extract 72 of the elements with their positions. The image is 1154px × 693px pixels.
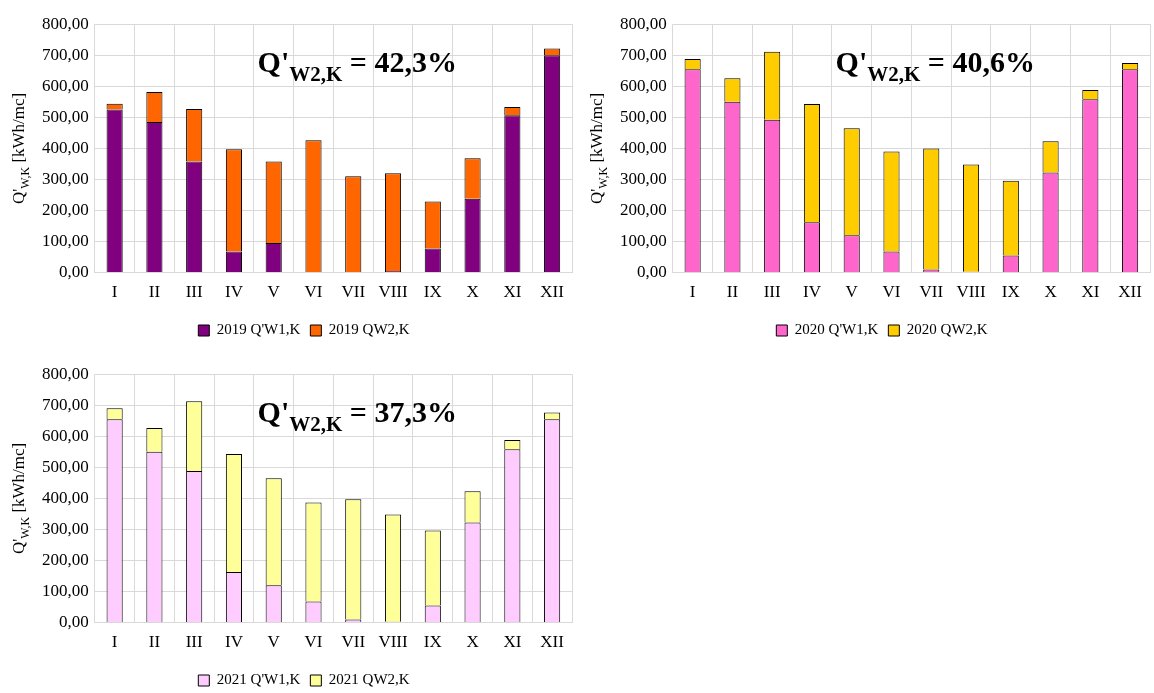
y-tick-label: 400,00 (620, 137, 667, 157)
y-tick-label: 800,00 (42, 13, 89, 33)
x-tick-label: V (267, 282, 281, 302)
y-axis-title: Q'W,K [kWh/mc] (9, 442, 33, 555)
x-tick-label: VIII (378, 632, 408, 652)
y-tick-label: 800,00 (42, 363, 89, 383)
y-tick-label: 0,00 (637, 262, 667, 282)
y-tick-label: 300,00 (620, 168, 667, 188)
x-tick-label: XII (1118, 282, 1143, 302)
x-tick-label: IV (224, 632, 244, 652)
x-tick-label: IV (224, 282, 244, 302)
x-tick-label: XI (503, 282, 522, 302)
y-tick-label: 100,00 (42, 231, 89, 251)
x-tick-label: X (466, 632, 479, 652)
x-tick-label: III (185, 632, 204, 652)
x-tick-label: V (845, 282, 859, 302)
y-tick-label: 500,00 (620, 106, 667, 126)
x-tick-label: VIII (956, 282, 986, 302)
x-tick-label: X (466, 282, 479, 302)
y-tick-label: 700,00 (42, 44, 89, 64)
legend-label: 2019 Q'W1,K (216, 321, 301, 338)
y-tick-label: 100,00 (620, 231, 667, 251)
x-tick-label: VI (882, 282, 901, 302)
legend-label: 2021 QW2,K (328, 671, 410, 688)
y-tick-label: 400,00 (42, 137, 89, 157)
x-tick-label: VII (341, 282, 366, 302)
legend-label: 2019 QW2,K (328, 321, 410, 338)
x-tick-label: XI (503, 632, 522, 652)
legend-label: 2020 Q'W1,K (794, 321, 879, 338)
y-tick-label: 800,00 (620, 13, 667, 33)
x-tick-label: I (689, 282, 696, 302)
x-tick-label: V (267, 632, 281, 652)
x-tick-label: VI (304, 282, 323, 302)
x-tick-label: IX (423, 632, 442, 652)
y-tick-label: 600,00 (42, 425, 89, 445)
x-tick-label: XII (540, 282, 565, 302)
x-tick-label: II (148, 282, 161, 302)
x-tick-label: VIII (378, 282, 408, 302)
x-tick-label: VI (304, 632, 323, 652)
y-axis-title: Q'W,K [kWh/mc] (9, 92, 33, 205)
y-tick-label: 0,00 (59, 612, 89, 632)
x-tick-label: X (1044, 282, 1057, 302)
y-tick-label: 600,00 (620, 75, 667, 95)
x-tick-label: III (185, 282, 204, 302)
y-axis-title: Q'W,K [kWh/mc] (587, 92, 611, 205)
x-tick-label: I (111, 632, 118, 652)
x-tick-label: XI (1081, 282, 1100, 302)
legend-label: 2020 QW2,K (906, 321, 988, 338)
y-tick-label: 200,00 (42, 199, 89, 219)
x-tick-label: VII (341, 632, 366, 652)
y-tick-label: 400,00 (42, 487, 89, 507)
legend-label: 2021 Q'W1,K (216, 671, 301, 688)
y-tick-label: 200,00 (42, 549, 89, 569)
x-tick-label: I (111, 282, 118, 302)
y-tick-label: 700,00 (620, 44, 667, 64)
x-tick-label: VII (919, 282, 944, 302)
y-tick-label: 100,00 (42, 581, 89, 601)
y-tick-label: 600,00 (42, 75, 89, 95)
y-tick-label: 700,00 (42, 394, 89, 414)
x-tick-label: III (763, 282, 782, 302)
x-tick-label: IV (802, 282, 822, 302)
x-tick-label: IX (423, 282, 442, 302)
y-tick-label: 500,00 (42, 106, 89, 126)
y-tick-label: 300,00 (42, 168, 89, 188)
x-tick-label: II (726, 282, 739, 302)
y-tick-label: 0,00 (59, 262, 89, 282)
y-tick-label: 500,00 (42, 456, 89, 476)
y-tick-label: 300,00 (42, 518, 89, 538)
x-tick-label: IX (1001, 282, 1020, 302)
y-tick-label: 200,00 (620, 199, 667, 219)
x-tick-label: II (148, 632, 161, 652)
x-tick-label: XII (540, 632, 565, 652)
